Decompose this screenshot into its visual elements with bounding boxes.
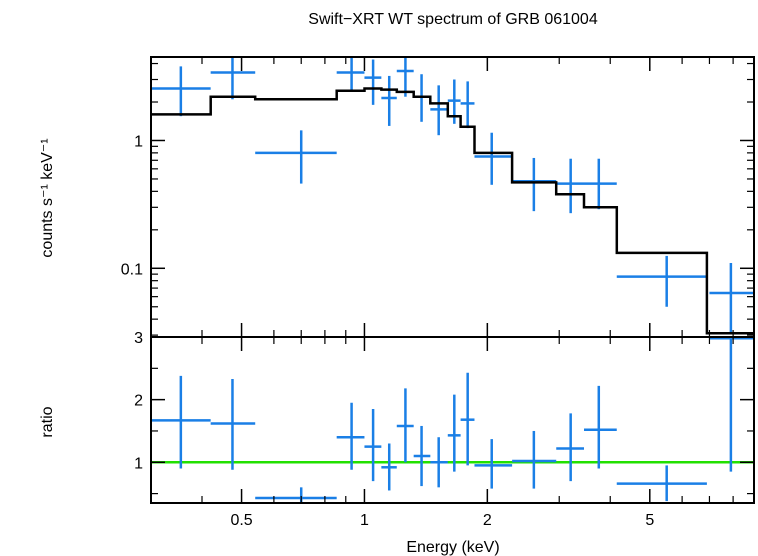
- data-point: [616, 465, 707, 502]
- x-tick-label: 2: [483, 512, 492, 529]
- data-point: [210, 57, 256, 100]
- model-line: [151, 87, 754, 335]
- spectrum-panel: 10.1: [121, 56, 755, 338]
- data-point: [474, 132, 513, 185]
- x-tick-label: 0.5: [230, 512, 252, 529]
- data-point: [460, 372, 475, 466]
- data-point: [336, 402, 365, 470]
- data-point: [460, 81, 475, 129]
- y-axis-label-spectrum: counts s⁻¹ keV⁻¹: [39, 138, 56, 257]
- data-point: [512, 157, 557, 212]
- chart-title: Swift−XRT WT spectrum of GRB 061004: [308, 11, 598, 28]
- data-point: [512, 430, 557, 489]
- panel-frame: [150, 336, 755, 504]
- data-point: [709, 263, 754, 334]
- data-point: [430, 85, 448, 136]
- data-point: [413, 425, 431, 487]
- data-point: [364, 59, 382, 105]
- data-point: [151, 375, 211, 469]
- data-point: [474, 439, 513, 489]
- panel-frame: [150, 56, 755, 338]
- y-tick-label: 1: [134, 455, 143, 472]
- data-point: [210, 378, 256, 470]
- data-point: [396, 57, 414, 97]
- ratio-panel: 1 2 3 0.5 1 2 5: [134, 330, 755, 529]
- data-point: [151, 66, 211, 117]
- data-point: [336, 57, 365, 92]
- data-point: [616, 255, 707, 307]
- data-point: [709, 337, 754, 472]
- data-point: [584, 158, 617, 210]
- data-point: [381, 75, 397, 126]
- data-point: [381, 443, 397, 491]
- x-tick-label: 1: [360, 512, 369, 529]
- data-point: [396, 388, 414, 463]
- y-tick-label: 1: [134, 133, 143, 150]
- data-point: [364, 409, 382, 482]
- y-tick-label: 3: [134, 330, 143, 347]
- y-tick-label: 2: [134, 393, 143, 410]
- data-point: [413, 74, 431, 122]
- x-axis-label: Energy (keV): [406, 539, 499, 556]
- data-point: [447, 394, 461, 472]
- y-axis-label-ratio: ratio: [39, 406, 56, 437]
- x-tick-label: 5: [645, 512, 654, 529]
- data-point: [556, 158, 585, 214]
- data-point: [255, 130, 337, 184]
- data-point: [584, 385, 617, 469]
- y-tick-label: 0.1: [121, 261, 143, 278]
- data-point: [430, 437, 448, 488]
- data-point: [556, 413, 585, 482]
